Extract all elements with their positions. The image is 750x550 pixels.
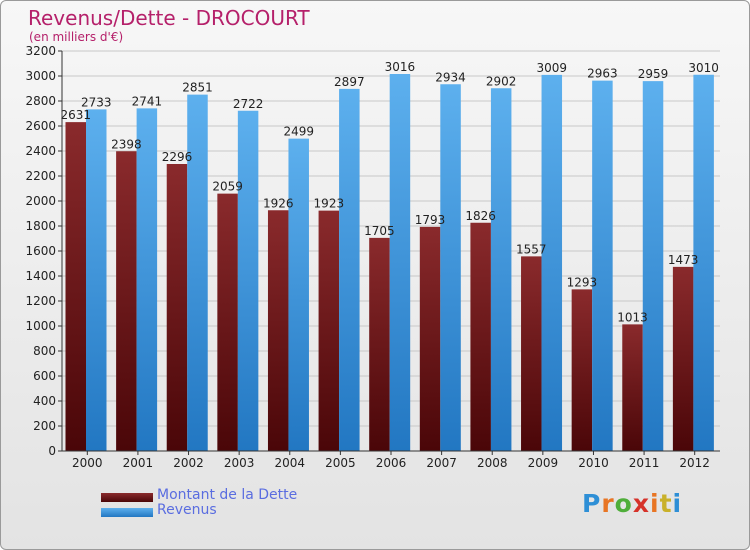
bar-revenus [541, 74, 563, 451]
y-tick-label: 2600 [25, 119, 56, 133]
y-tick-label: 2200 [25, 169, 56, 183]
legend-swatch-revenus [101, 508, 153, 517]
bar-dette [622, 324, 643, 451]
data-label-revenus: 2733 [81, 95, 112, 109]
y-tick-label: 3000 [25, 69, 56, 83]
bar-revenus [389, 74, 411, 451]
legend-label-dette: Montant de la Dette [157, 487, 298, 503]
data-label-revenus: 2934 [435, 70, 466, 84]
data-label-revenus: 2722 [233, 97, 264, 111]
y-tick-label: 1600 [25, 244, 56, 258]
bar-revenus [237, 110, 259, 451]
bar-revenus [642, 81, 664, 451]
data-label-dette: 1705 [364, 224, 395, 238]
data-label-revenus: 2741 [132, 94, 163, 108]
data-label-revenus: 3016 [385, 60, 416, 74]
data-label-revenus: 2902 [486, 74, 517, 88]
logo-letter: o [614, 489, 633, 518]
x-tick-label: 2012 [679, 456, 710, 470]
x-tick-label: 2004 [274, 456, 305, 470]
chart-title: Revenus/Dette - DROCOURT [28, 6, 310, 30]
bar-revenus [440, 84, 461, 451]
y-tick-label: 600 [33, 369, 56, 383]
x-tick-label: 2006 [376, 456, 407, 470]
bar-dette [318, 210, 340, 451]
logo-letter: i [672, 489, 683, 518]
logo-letter: P [582, 489, 602, 518]
logo-letter: r [601, 489, 615, 518]
bar-dette [166, 164, 188, 451]
y-tick-label: 2400 [25, 144, 56, 158]
data-label-revenus: 3010 [688, 61, 719, 75]
bar-dette [369, 237, 390, 451]
bar-revenus [288, 138, 309, 451]
data-label-dette: 1557 [516, 242, 547, 256]
x-tick-label: 2010 [578, 456, 609, 470]
data-label-dette: 2631 [60, 108, 91, 122]
logo-letter: x [632, 489, 650, 518]
data-label-revenus: 2851 [182, 81, 213, 95]
data-label-revenus: 2963 [587, 67, 618, 81]
data-label-dette: 1826 [465, 209, 496, 223]
bar-dette [470, 222, 491, 451]
data-label-dette: 1473 [668, 253, 699, 267]
bar-dette [672, 266, 694, 451]
x-tick-label: 2009 [528, 456, 559, 470]
bar-dette [217, 193, 238, 451]
bar-revenus [490, 88, 512, 451]
x-tick-label: 2007 [426, 456, 457, 470]
bar-dette [267, 210, 289, 451]
data-label-revenus: 2897 [334, 75, 365, 89]
logo-letter: i [650, 489, 660, 518]
bar-dette [419, 226, 441, 451]
bar-revenus [136, 108, 158, 451]
chart-subtitle: (en milliers d'€) [29, 30, 124, 44]
data-label-revenus: 2959 [638, 67, 669, 81]
y-tick-label: 2000 [25, 194, 56, 208]
legend-label-revenus: Revenus [157, 502, 217, 518]
data-label-dette: 2296 [162, 150, 193, 164]
bar-revenus [339, 88, 360, 451]
logo-letter: t [659, 489, 673, 518]
y-tick-label: 1800 [25, 219, 56, 233]
bar-dette [521, 256, 542, 451]
bar-revenus [86, 109, 107, 451]
x-tick-label: 2001 [123, 456, 154, 470]
y-tick-label: 400 [33, 394, 56, 408]
data-label-revenus: 3009 [537, 61, 568, 75]
data-label-revenus: 2499 [283, 125, 314, 139]
y-tick-label: 2800 [25, 94, 56, 108]
data-label-dette: 1926 [263, 196, 294, 210]
x-tick-label: 2011 [629, 456, 660, 470]
bar-revenus [592, 80, 613, 451]
data-label-dette: 1013 [617, 310, 648, 324]
x-tick-label: 2005 [325, 456, 356, 470]
y-tick-label: 200 [33, 419, 56, 433]
y-tick-label: 1000 [25, 319, 56, 333]
bar-revenus [693, 74, 714, 451]
data-label-dette: 1293 [567, 275, 598, 289]
bar-dette [571, 289, 593, 451]
y-tick-label: 0 [48, 444, 56, 458]
data-label-dette: 2059 [212, 180, 243, 194]
x-tick-label: 2008 [477, 456, 508, 470]
x-tick-label: 2002 [173, 456, 204, 470]
y-tick-label: 1200 [25, 294, 56, 308]
x-tick-label: 2003 [224, 456, 255, 470]
y-tick-label: 3200 [25, 44, 56, 58]
data-label-dette: 1793 [415, 213, 446, 227]
bar-dette [116, 151, 137, 451]
data-label-dette: 1923 [314, 197, 345, 211]
bar-revenus [187, 94, 208, 451]
y-tick-label: 1400 [25, 269, 56, 283]
proxiti-logo: Proxiti [582, 489, 682, 518]
bar-dette [65, 122, 86, 451]
data-label-dette: 2398 [111, 137, 142, 151]
legend-swatch-dette [101, 493, 153, 502]
x-tick-label: 2000 [72, 456, 103, 470]
y-tick-label: 800 [33, 344, 56, 358]
